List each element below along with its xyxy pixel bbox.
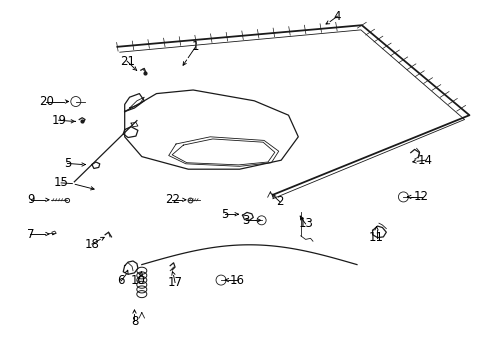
Text: 10: 10 [130,274,145,287]
Text: 8: 8 [130,315,138,328]
Text: 9: 9 [27,193,35,206]
Text: 17: 17 [167,276,182,289]
Text: 11: 11 [368,231,383,244]
Text: 6: 6 [117,274,125,287]
Text: 20: 20 [39,95,54,108]
Text: 5: 5 [63,157,71,170]
Text: 1: 1 [191,40,199,53]
Text: 13: 13 [298,217,312,230]
Text: 16: 16 [229,274,244,287]
Text: 2: 2 [275,195,283,208]
Text: 21: 21 [120,55,134,68]
Text: 22: 22 [164,193,179,206]
Text: 4: 4 [333,10,341,23]
Text: 7: 7 [26,228,34,240]
Text: 19: 19 [51,114,66,127]
Text: 5: 5 [221,208,228,221]
Text: 18: 18 [84,238,99,251]
Text: 15: 15 [54,176,68,189]
Text: 14: 14 [417,154,432,167]
Text: 12: 12 [413,190,428,203]
Text: 3: 3 [242,214,249,227]
